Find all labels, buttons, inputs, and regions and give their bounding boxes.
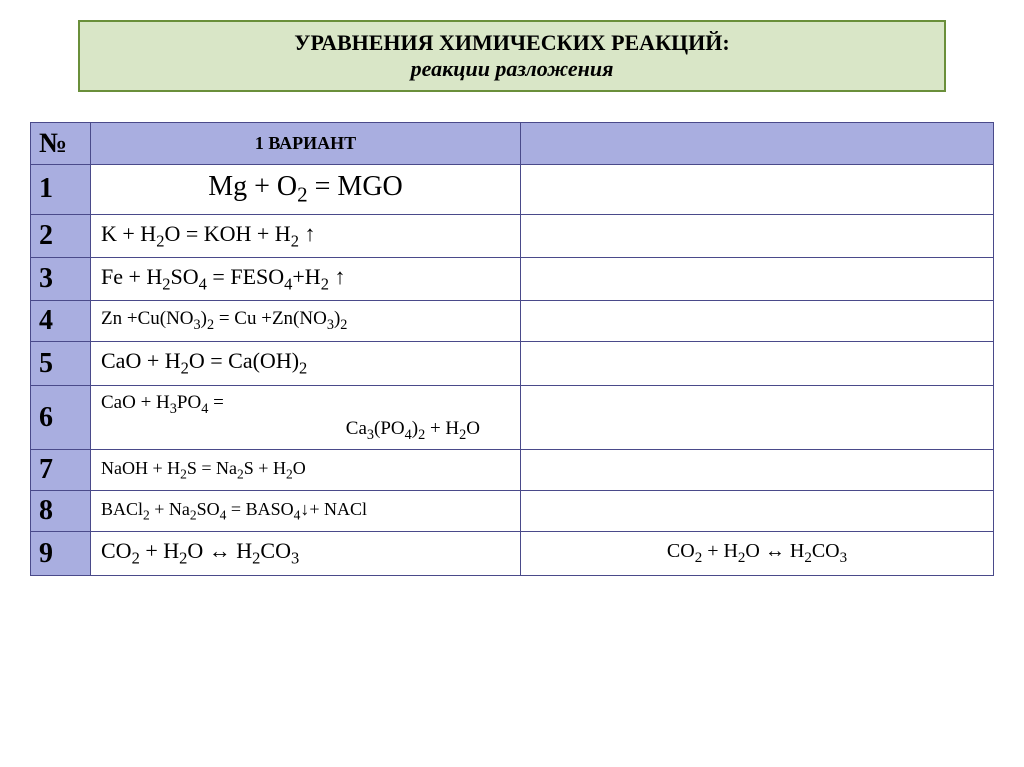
title-line2: реакции разложения — [84, 56, 940, 82]
table-row: 2K + H2O = KOH + H2 ↑ — [31, 214, 994, 257]
table-row: 6CaO + H3PO4 =Ca3(PO4)2 + H2O — [31, 385, 994, 450]
equation-cell: Mg + O2 = MGO — [91, 165, 521, 215]
equations-table: № 1 ВАРИАНТ 1Mg + O2 = MGO2K + H2O = KOH… — [30, 122, 994, 576]
row-number: 2 — [31, 214, 91, 257]
header-blank — [521, 123, 994, 165]
header-number: № — [31, 123, 91, 165]
table-row: 4Zn +Cu(NO3)2 = Cu +Zn(NO3)2 — [31, 301, 994, 342]
row-number: 4 — [31, 301, 91, 342]
answer-cell — [521, 342, 994, 385]
table-row: 1Mg + O2 = MGO — [31, 165, 994, 215]
row-number: 1 — [31, 165, 91, 215]
equation-line2: Ca3(PO4)2 + H2O — [101, 418, 510, 444]
table-row: 7NaOH + H2S = Na2S + H2O — [31, 450, 994, 491]
answer-cell — [521, 491, 994, 532]
row-number: 3 — [31, 257, 91, 300]
equation-cell: CO2 + H2O ↔ H2CO3 — [91, 532, 521, 575]
row-number: 8 — [31, 491, 91, 532]
table-header-row: № 1 ВАРИАНТ — [31, 123, 994, 165]
table-row: 8BACl2 + Na2SO4 = BASO4↓+ NACl — [31, 491, 994, 532]
answer-cell — [521, 385, 994, 450]
row-number: 6 — [31, 385, 91, 450]
row-number: 5 — [31, 342, 91, 385]
table-row: 5CaO + H2O = Ca(OH)2 — [31, 342, 994, 385]
equation-cell: K + H2O = KOH + H2 ↑ — [91, 214, 521, 257]
answer-cell — [521, 214, 994, 257]
table-row: 3Fe + H2SO4 = FESO4+H2 ↑ — [31, 257, 994, 300]
equation-cell: Zn +Cu(NO3)2 = Cu +Zn(NO3)2 — [91, 301, 521, 342]
answer-cell — [521, 257, 994, 300]
row-number: 9 — [31, 532, 91, 575]
table-row: 9CO2 + H2O ↔ H2CO3CO2 + H2O ↔ H2CO3 — [31, 532, 994, 575]
equation-cell: CaO + H3PO4 =Ca3(PO4)2 + H2O — [91, 385, 521, 450]
header-variant: 1 ВАРИАНТ — [91, 123, 521, 165]
answer-cell — [521, 165, 994, 215]
title-line1: УРАВНЕНИЯ ХИМИЧЕСКИХ РЕАКЦИЙ: — [84, 30, 940, 56]
answer-cell — [521, 301, 994, 342]
equation-cell: NaOH + H2S = Na2S + H2O — [91, 450, 521, 491]
equation-cell: Fe + H2SO4 = FESO4+H2 ↑ — [91, 257, 521, 300]
row-number: 7 — [31, 450, 91, 491]
title-box: УРАВНЕНИЯ ХИМИЧЕСКИХ РЕАКЦИЙ: реакции ра… — [78, 20, 946, 92]
equation-cell: CaO + H2O = Ca(OH)2 — [91, 342, 521, 385]
answer-cell — [521, 450, 994, 491]
equation-cell: BACl2 + Na2SO4 = BASO4↓+ NACl — [91, 491, 521, 532]
answer-cell: CO2 + H2O ↔ H2CO3 — [521, 532, 994, 575]
